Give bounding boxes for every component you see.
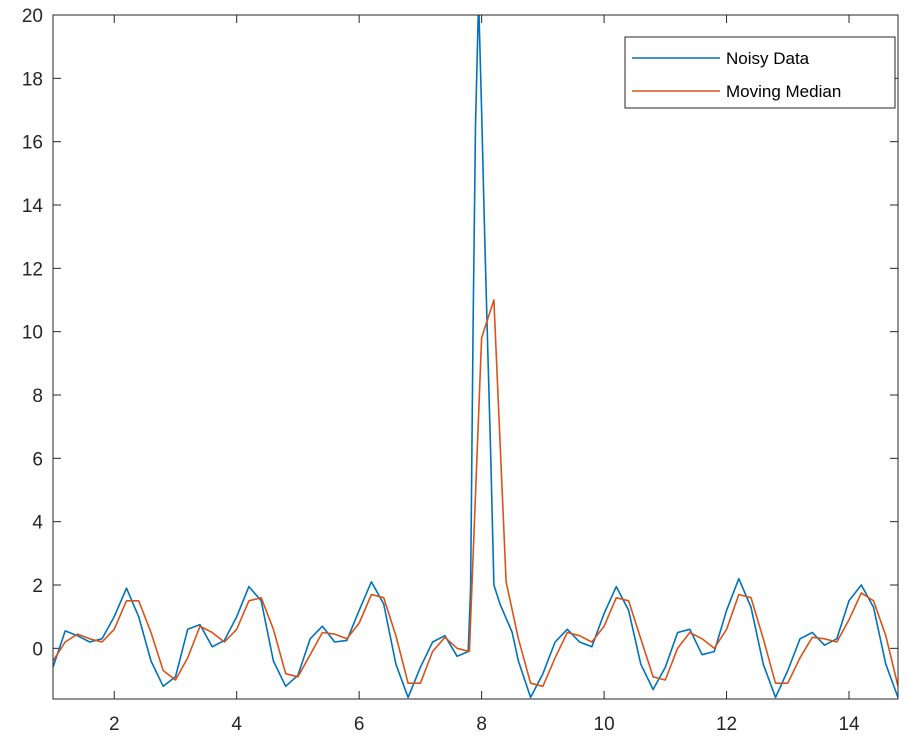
legend-label-noisy-data: Noisy Data xyxy=(726,49,810,68)
y-tick-label: 4 xyxy=(32,513,43,534)
y-tick-label: 18 xyxy=(22,69,43,90)
y-tick-label: 16 xyxy=(22,133,43,154)
series-line-moving-median xyxy=(53,299,898,688)
x-tick-label: 8 xyxy=(476,714,487,735)
x-tick-label: 12 xyxy=(716,714,737,735)
series-line-noisy-data xyxy=(53,15,898,699)
x-tick-label: 4 xyxy=(231,714,242,735)
y-tick-label: 2 xyxy=(32,576,43,597)
y-tick-label: 6 xyxy=(32,449,43,470)
legend-box xyxy=(624,36,896,109)
x-tick-label: 14 xyxy=(838,714,860,735)
x-tick-label: 2 xyxy=(109,714,120,735)
y-tick-label: 20 xyxy=(22,6,43,27)
y-tick-label: 10 xyxy=(22,323,43,344)
y-axis: 0 2 4 6 8 10 12 14 16 18 20 xyxy=(22,6,898,660)
x-axis: 2 4 6 8 10 12 14 xyxy=(109,15,860,735)
legend: Noisy Data Moving Median xyxy=(624,36,896,109)
y-tick-label: 14 xyxy=(22,196,44,217)
y-tick-label: 12 xyxy=(22,259,43,280)
y-tick-label: 8 xyxy=(32,386,43,407)
axes-frame xyxy=(52,14,899,700)
series-layer xyxy=(53,15,898,699)
y-tick-label: 0 xyxy=(32,639,43,660)
x-tick-label: 10 xyxy=(594,714,615,735)
x-tick-label: 6 xyxy=(354,714,365,735)
legend-label-moving-median: Moving Median xyxy=(726,82,841,101)
